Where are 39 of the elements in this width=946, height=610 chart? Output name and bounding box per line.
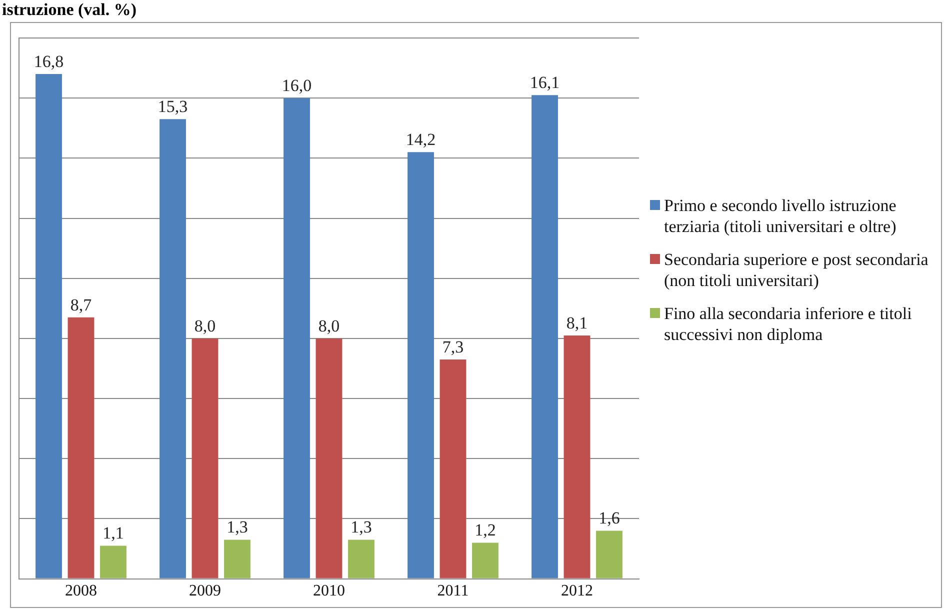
chart-title: istruzione (val. %) <box>2 0 137 20</box>
data-label: 16,1 <box>530 73 560 92</box>
data-label: 16,8 <box>34 52 64 72</box>
bar <box>284 98 310 578</box>
bar <box>472 542 498 578</box>
data-label: 16,0 <box>282 76 312 96</box>
data-label: 1,2 <box>474 520 496 540</box>
legend-label: Secondaria superiore e post secondaria (non titoli universitari) <box>664 249 930 291</box>
data-label: 1,3 <box>350 518 372 537</box>
bar <box>316 338 342 578</box>
data-label: 8,1 <box>566 313 588 332</box>
bar <box>532 95 558 578</box>
data-label: 7,3 <box>442 337 464 356</box>
bar <box>160 119 186 578</box>
x-tick-label: 2011 <box>437 582 469 600</box>
bar <box>564 335 590 578</box>
bar <box>36 74 62 578</box>
bar <box>408 152 434 578</box>
bar <box>348 540 374 578</box>
data-label: 15,3 <box>158 97 188 116</box>
data-label: 1,3 <box>226 518 248 537</box>
x-tick-label: 2012 <box>561 582 593 600</box>
data-label: 1,6 <box>598 508 620 528</box>
data-label: 14,2 <box>406 130 436 150</box>
bar <box>192 338 218 578</box>
bar <box>440 359 466 578</box>
bar <box>100 546 126 578</box>
bar <box>68 317 94 578</box>
bar <box>224 540 250 578</box>
data-label: 1,1 <box>102 524 124 543</box>
x-tick-label: 2009 <box>189 582 221 600</box>
bar <box>596 530 622 578</box>
legend-label: Primo e secondo livello istruzione terziaria (titoli universitari e oltre) <box>664 195 898 237</box>
data-label: 8,0 <box>318 316 340 336</box>
legend-label: Fino alla secondaria inferiore e titoli successivi non diploma <box>664 303 913 345</box>
data-label: 8,0 <box>194 316 216 336</box>
x-tick-label: 2008 <box>65 582 97 600</box>
data-label: 8,7 <box>70 295 92 314</box>
x-tick-label: 2010 <box>313 582 345 600</box>
